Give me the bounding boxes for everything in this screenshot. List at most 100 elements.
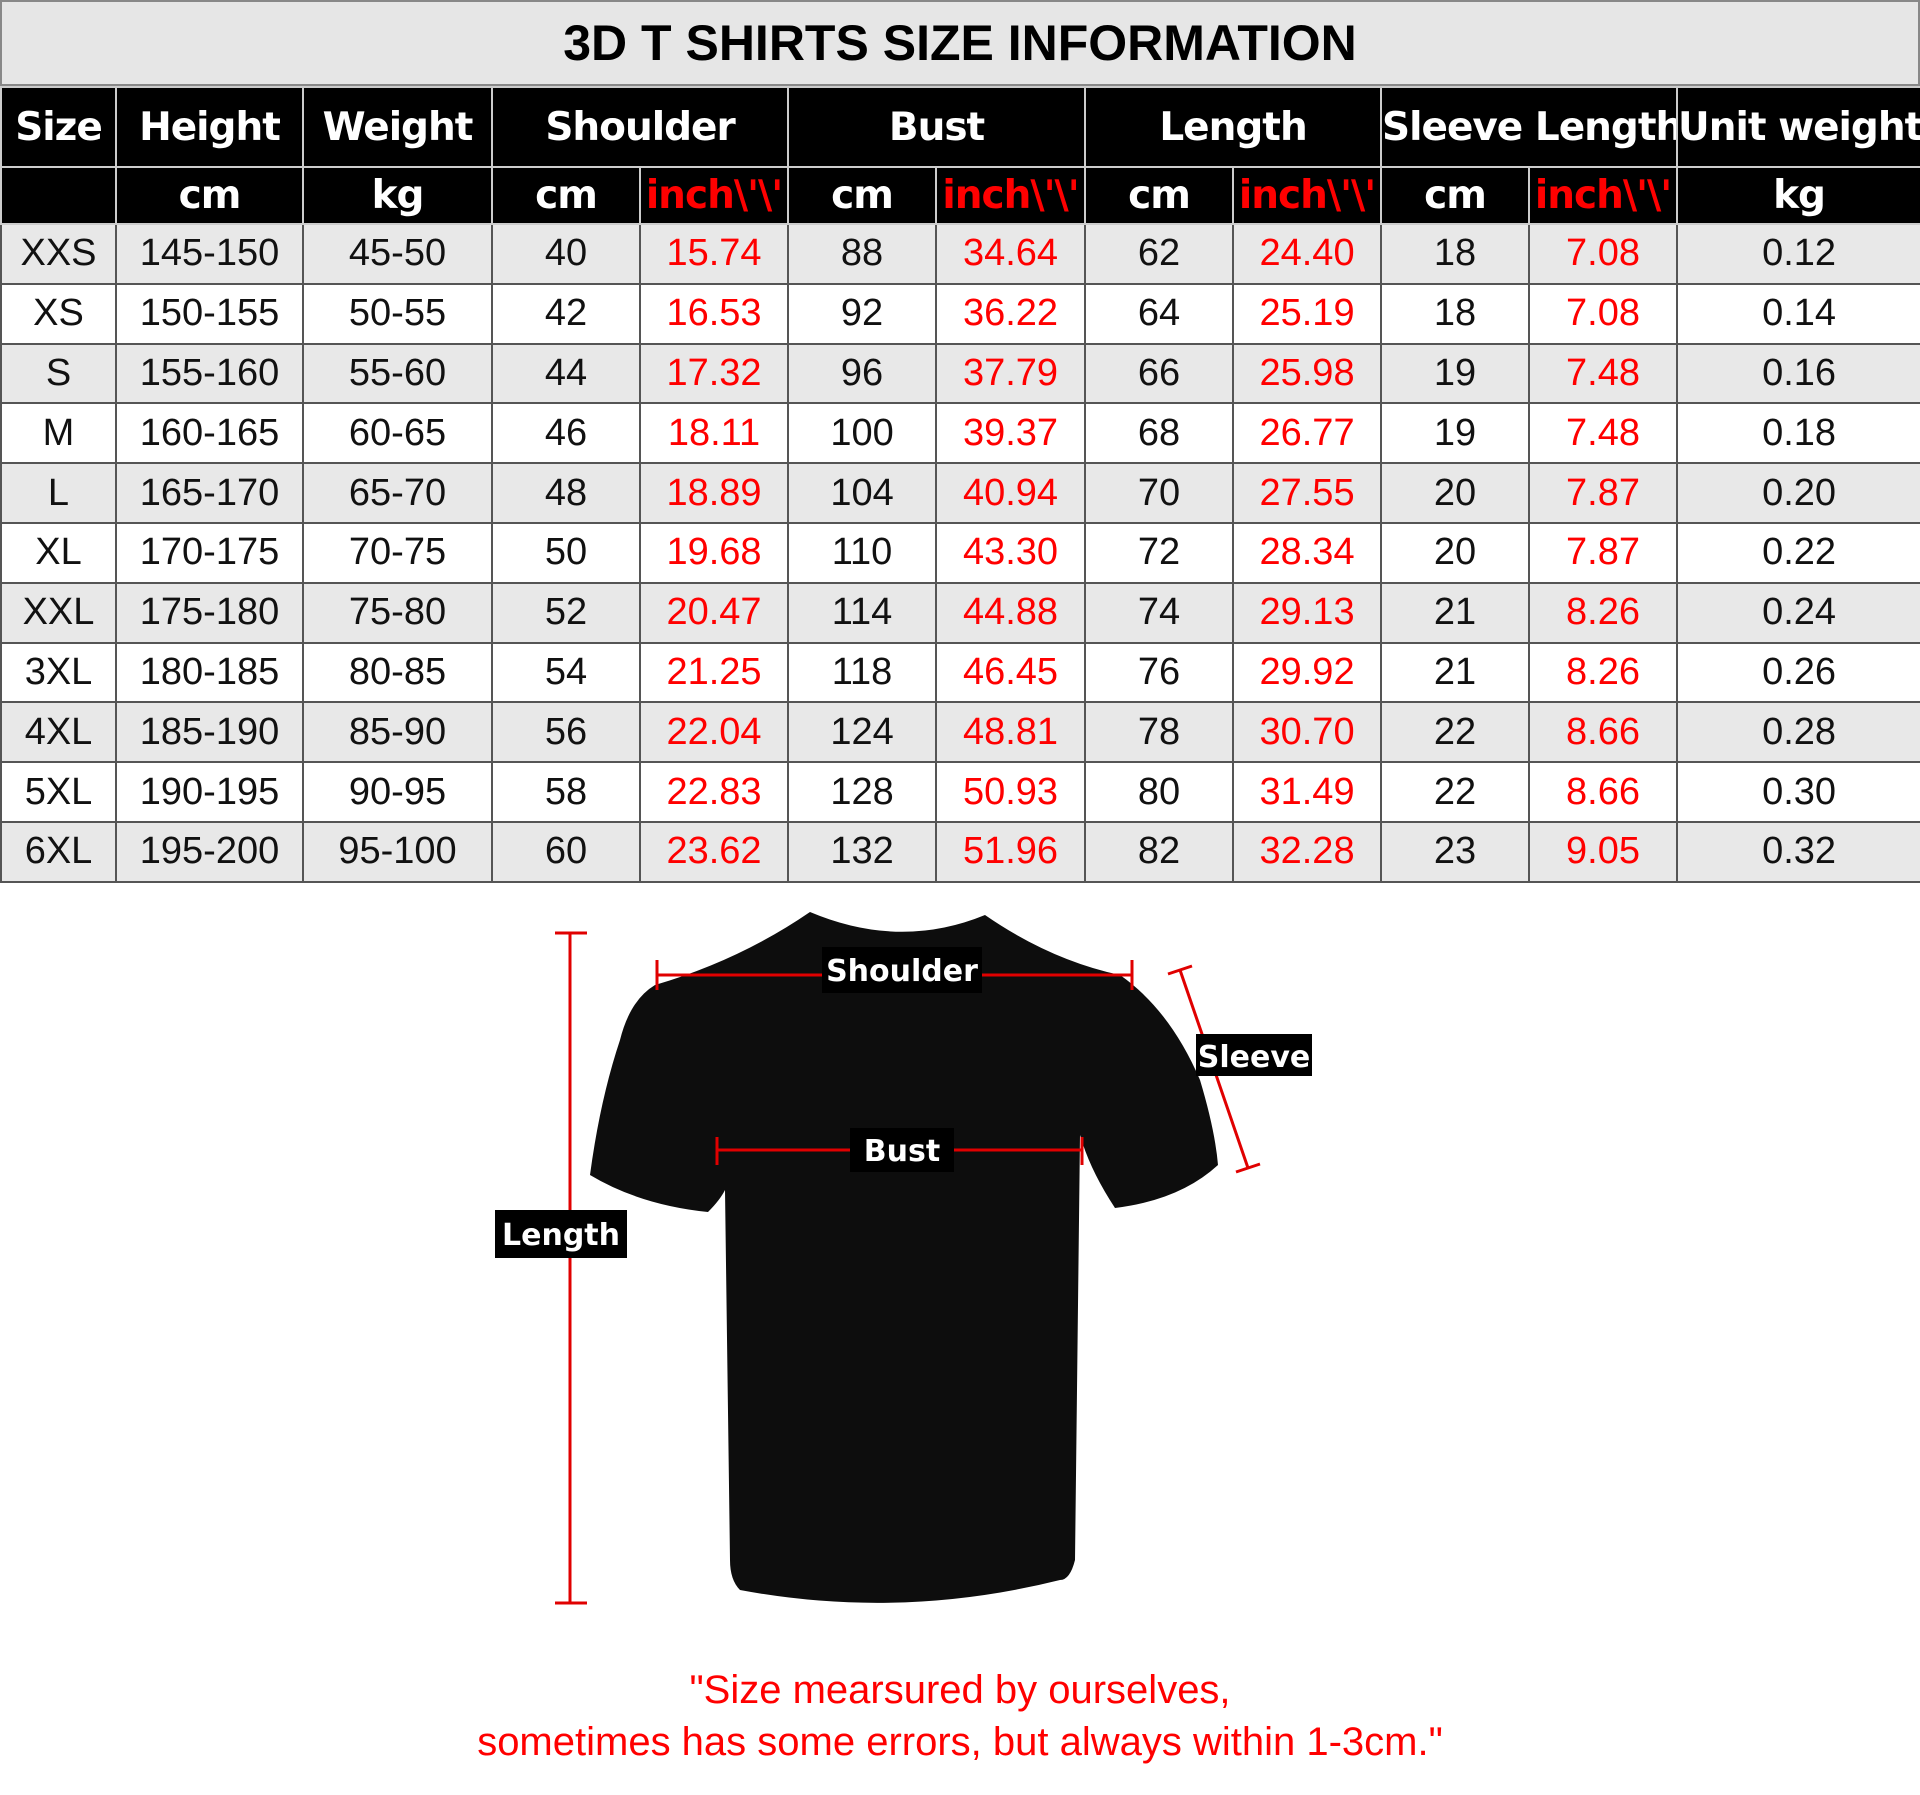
note-line-2: sometimes has some errors, but always wi… — [477, 1720, 1443, 1764]
table-cell: XL — [0, 521, 117, 584]
table-cell: 52 — [491, 581, 641, 644]
header-unit-weight: Unit weight — [1676, 86, 1920, 168]
table-cell: 72 — [1084, 521, 1235, 584]
table-cell: 46 — [491, 402, 641, 465]
table-cell: 44.88 — [935, 581, 1087, 644]
table-cell: 25.98 — [1232, 342, 1383, 405]
table-cell: 66 — [1084, 342, 1235, 405]
table-cell: 64 — [1084, 282, 1235, 345]
table-cell: 19 — [1380, 402, 1531, 465]
table-cell: 7.08 — [1528, 282, 1679, 345]
table-cell: 37.79 — [935, 342, 1087, 405]
unit-header: kg — [1676, 166, 1920, 225]
table-cell: 25.19 — [1232, 282, 1383, 345]
table-row: S 155-160 55-60 44 17.32 96 37.79 66 25.98 19 7.48… — [0, 342, 1920, 405]
table-cell: 40 — [491, 223, 641, 285]
table-cell: 160-165 — [115, 402, 304, 465]
table-row: XL 170-175 70-75 50 19.68 110 43.30 72 28.34 20 7.… — [0, 521, 1920, 584]
unit-header: inch\'\' — [935, 166, 1087, 225]
table-cell: 39.37 — [935, 402, 1087, 465]
table-cell: 45-50 — [302, 223, 493, 285]
unit-header: cm — [787, 166, 938, 225]
table-cell: 0.22 — [1676, 521, 1920, 584]
table-cell: 132 — [787, 820, 938, 883]
label-length: Length — [502, 1218, 620, 1253]
table-cell: 60 — [491, 820, 641, 883]
table-cell: 46.45 — [935, 641, 1087, 704]
table-cell: 110 — [787, 521, 938, 584]
table-cell: 22.83 — [638, 761, 790, 823]
table-cell: 90-95 — [302, 761, 493, 823]
table-cell: 3XL — [0, 641, 117, 704]
table-cell: 95-100 — [302, 820, 493, 883]
unit-header: cm — [1380, 166, 1531, 225]
table-cell: 21 — [1380, 581, 1531, 644]
table-row: 4XL 185-190 85-90 56 22.04 124 48.81 78 30.70 22 8… — [0, 701, 1920, 764]
table-cell: 15.74 — [638, 223, 790, 285]
table-cell: 0.28 — [1676, 701, 1920, 764]
table-cell: 22.04 — [638, 701, 790, 764]
header-size: Size — [0, 86, 117, 168]
table-row: XXL 175-180 75-80 52 20.47 114 44.88 74 29.13 21 8… — [0, 581, 1920, 644]
table-cell: 118 — [787, 641, 938, 704]
table-cell: 75-80 — [302, 581, 493, 644]
table-cell: 80-85 — [302, 641, 493, 704]
table-cell: 29.13 — [1232, 581, 1383, 644]
table-cell: 96 — [787, 342, 938, 405]
unit-header: kg — [302, 166, 493, 225]
table-cell: 20 — [1380, 521, 1531, 584]
table-cell: 55-60 — [302, 342, 493, 405]
table-cell: 68 — [1084, 402, 1235, 465]
table-cell: 48 — [491, 462, 641, 524]
table-cell: 48.81 — [935, 701, 1087, 764]
table-cell: 36.22 — [935, 282, 1087, 345]
table-cell: 19.68 — [638, 521, 790, 584]
table-cell: 80 — [1084, 761, 1235, 823]
table-cell: 9.05 — [1528, 820, 1679, 883]
table-cell: 44 — [491, 342, 641, 405]
table-cell: 82 — [1084, 820, 1235, 883]
table-cell: 50 — [491, 521, 641, 584]
table-cell: 5XL — [0, 761, 117, 823]
table-cell: 18 — [1380, 223, 1531, 285]
table-cell: 88 — [787, 223, 938, 285]
table-cell: 20 — [1380, 462, 1531, 524]
table-row: 6XL 195-200 95-100 60 23.62 132 51.96 82 32.28 23… — [0, 820, 1920, 883]
table-cell: 8.26 — [1528, 581, 1679, 644]
table-cell: 104 — [787, 462, 938, 524]
header-sleeve-length: Sleeve Length — [1380, 86, 1679, 168]
table-cell: 70 — [1084, 462, 1235, 524]
table-cell: 7.08 — [1528, 223, 1679, 285]
table-cell: 29.92 — [1232, 641, 1383, 704]
unit-header: cm — [115, 166, 304, 225]
table-row: XS 150-155 50-55 42 16.53 92 36.22 64 25.19 18 7.0… — [0, 282, 1920, 345]
table-cell: 56 — [491, 701, 641, 764]
table-cell: 92 — [787, 282, 938, 345]
size-table: Size Height Weight Shoulder Bust Length … — [0, 86, 1920, 883]
table-cell: 0.12 — [1676, 223, 1920, 285]
table-cell: 31.49 — [1232, 761, 1383, 823]
table-cell: 74 — [1084, 581, 1235, 644]
table-cell: 50-55 — [302, 282, 493, 345]
table-cell: 0.26 — [1676, 641, 1920, 704]
table-cell: 7.48 — [1528, 342, 1679, 405]
unit-header: inch\'\' — [1232, 166, 1383, 225]
table-cell: 128 — [787, 761, 938, 823]
table-cell: 17.32 — [638, 342, 790, 405]
table-cell: 54 — [491, 641, 641, 704]
table-cell: 58 — [491, 761, 641, 823]
table-cell: 114 — [787, 581, 938, 644]
unit-header: inch\'\' — [638, 166, 790, 225]
unit-header: inch\'\' — [1528, 166, 1679, 225]
unit-header — [0, 166, 117, 225]
table-cell: 0.16 — [1676, 342, 1920, 405]
table-cell: 23.62 — [638, 820, 790, 883]
unit-header: cm — [491, 166, 641, 225]
table-cell: 21.25 — [638, 641, 790, 704]
table-cell: L — [0, 462, 117, 524]
table-cell: 185-190 — [115, 701, 304, 764]
table-cell: 70-75 — [302, 521, 493, 584]
table-cell: 24.40 — [1232, 223, 1383, 285]
table-row: XXS 145-150 45-50 40 15.74 88 34.64 62 24.40 18 7.… — [0, 223, 1920, 285]
